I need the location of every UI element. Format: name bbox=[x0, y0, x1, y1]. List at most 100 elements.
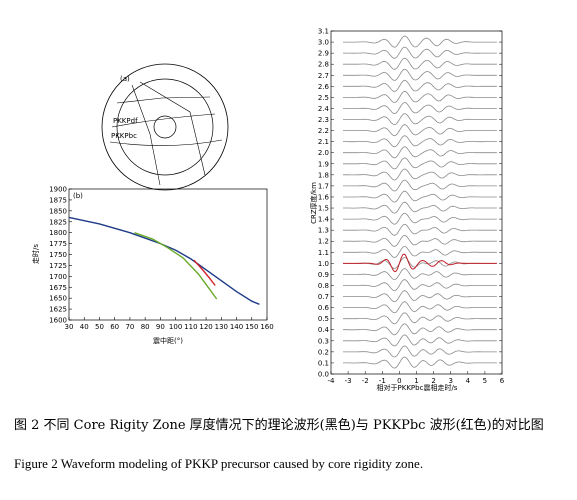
waveform-x-ticks: -4 -3 -2 -1 0 1 2 3 4 5 6 bbox=[328, 371, 505, 385]
ray-path-2 bbox=[139, 81, 206, 176]
y-tick-label: 1.4 bbox=[318, 216, 330, 224]
theoretical-waveform-trace bbox=[343, 135, 497, 148]
x-tick-label: 6 bbox=[500, 377, 505, 385]
y-tick-label: 1675 bbox=[49, 284, 67, 292]
panel-b-y-ticks: 1600 1625 1650 1675 1700 1725 1750 1775 1800 1825… bbox=[49, 186, 72, 325]
x-tick-label: 5 bbox=[483, 377, 487, 385]
y-tick-label: 2.3 bbox=[318, 116, 329, 124]
y-tick-label: 2.0 bbox=[318, 149, 329, 157]
outer-core-boundary-circle bbox=[116, 78, 214, 176]
waveform-x-axis-label: 相对于PKKPbc震相走时/s bbox=[377, 383, 458, 392]
x-tick-label: 90 bbox=[156, 323, 165, 331]
x-tick-label: 110 bbox=[184, 323, 197, 331]
x-tick-label: 50 bbox=[95, 323, 104, 331]
y-tick-label: 2.2 bbox=[318, 127, 329, 135]
inner-core-circle bbox=[153, 115, 177, 139]
y-tick-label: 0.2 bbox=[318, 348, 329, 356]
ray-label-pkkpdf: PKKPdf bbox=[113, 117, 138, 125]
x-tick-label: 1 bbox=[414, 377, 418, 385]
ray-label-pkkpbc: PKKPbc bbox=[111, 132, 137, 140]
panel-b-label: (b) bbox=[73, 192, 83, 200]
waveform-frame bbox=[330, 30, 503, 375]
theoretical-waveform-trace bbox=[343, 223, 497, 236]
panel-b-series bbox=[68, 216, 260, 305]
x-tick-label: -1 bbox=[379, 377, 386, 385]
theoretical-waveform-trace bbox=[343, 190, 497, 203]
ray-path-1 bbox=[131, 84, 161, 186]
x-tick-label: 30 bbox=[65, 323, 74, 331]
y-tick-label: 1.0 bbox=[318, 260, 329, 268]
y-tick-label: 2.9 bbox=[318, 50, 329, 58]
x-tick-label: -3 bbox=[345, 377, 352, 385]
theoretical-waveform-trace bbox=[343, 90, 497, 103]
y-tick-label: 1700 bbox=[49, 273, 67, 281]
theoretical-waveform-trace bbox=[343, 146, 497, 159]
y-tick-label: 0.3 bbox=[318, 337, 329, 345]
y-tick-label: 1.6 bbox=[318, 193, 330, 201]
y-tick-label: 2.6 bbox=[318, 83, 330, 91]
y-tick-label: 1.5 bbox=[318, 205, 329, 213]
theoretical-waveform-trace bbox=[343, 46, 497, 59]
x-tick-label: 120 bbox=[199, 323, 212, 331]
theoretical-waveform-trace bbox=[343, 301, 497, 314]
theoretical-waveform-trace bbox=[343, 279, 497, 292]
figure-caption-chinese: 图 2 不同 Core Rigity Zone 厚度情况下的理论波形(黑色)与 … bbox=[14, 418, 544, 433]
y-tick-label: 2.4 bbox=[318, 105, 330, 113]
theoretical-waveform-trace bbox=[343, 345, 497, 358]
y-tick-label: 1750 bbox=[49, 251, 67, 259]
y-tick-label: 0.0 bbox=[318, 371, 329, 379]
y-tick-label: 1.1 bbox=[318, 249, 329, 257]
waveform-y-axis-label: CRZ厚度/km bbox=[309, 182, 318, 224]
theoretical-waveform-trace bbox=[343, 179, 497, 192]
y-tick-label: 1.2 bbox=[318, 238, 329, 246]
theoretical-waveform-trace bbox=[343, 334, 497, 347]
theoretical-waveform-trace bbox=[343, 312, 497, 325]
theoretical-waveform-trace bbox=[343, 323, 497, 336]
theoretical-waveform-trace bbox=[343, 356, 497, 369]
waveform-stack-chart: 0.0 0.1 0.2 0.3 0.4 0.5 0.6 0.7 0.8 0.9 1.0 1.1 1.2 1… bbox=[309, 28, 505, 393]
y-tick-label: 2.8 bbox=[318, 61, 329, 69]
theoretical-waveform-trace bbox=[343, 168, 497, 181]
y-tick-label: 2.7 bbox=[318, 72, 329, 80]
y-tick-label: 0.8 bbox=[318, 282, 329, 290]
y-tick-label: 2.5 bbox=[318, 94, 329, 102]
y-tick-label: 0.5 bbox=[318, 315, 329, 323]
y-tick-label: 1600 bbox=[49, 317, 67, 325]
x-tick-label: -2 bbox=[362, 377, 369, 385]
y-tick-label: 1625 bbox=[49, 306, 67, 314]
y-tick-label: 1.7 bbox=[318, 182, 329, 190]
ray-path-pkkpdf bbox=[111, 113, 216, 128]
y-tick-label: 1.9 bbox=[318, 160, 329, 168]
x-tick-label: 80 bbox=[141, 323, 150, 331]
theoretical-waveform-trace bbox=[343, 124, 497, 137]
y-tick-label: 2.1 bbox=[318, 138, 329, 146]
theoretical-waveform-trace bbox=[343, 268, 497, 280]
x-tick-label: 100 bbox=[169, 323, 182, 331]
y-tick-label: 0.1 bbox=[318, 359, 329, 367]
theoretical-waveform-trace bbox=[343, 79, 497, 92]
travel-time-series-3 bbox=[193, 259, 216, 286]
panel-b-x-axis-label: 震中距(°) bbox=[153, 336, 183, 345]
theoretical-waveform-trace bbox=[343, 68, 497, 81]
x-tick-label: 2 bbox=[431, 377, 435, 385]
theoretical-waveform-trace bbox=[343, 57, 497, 70]
theoretical-waveform-trace bbox=[343, 234, 497, 247]
ray-path-3 bbox=[116, 96, 211, 104]
theoretical-waveform-trace bbox=[343, 246, 497, 258]
travel-time-series-2 bbox=[134, 232, 218, 300]
figure-caption-english: Figure 2 Waveform modeling of PKKP precu… bbox=[14, 456, 424, 471]
y-tick-label: 1725 bbox=[49, 262, 67, 270]
theoretical-waveform-trace bbox=[343, 102, 497, 115]
y-tick-label: 3.0 bbox=[318, 39, 329, 47]
x-tick-label: 160 bbox=[260, 323, 273, 331]
x-tick-label: 3 bbox=[448, 377, 452, 385]
x-tick-label: 130 bbox=[215, 323, 228, 331]
x-tick-label: 4 bbox=[466, 377, 471, 385]
x-tick-label: -4 bbox=[328, 377, 336, 385]
y-tick-label: 0.7 bbox=[318, 293, 329, 301]
panel-b-y-axis-label: 走时/s bbox=[31, 244, 40, 264]
y-tick-label: 1.8 bbox=[318, 171, 329, 179]
y-tick-label: 3.1 bbox=[318, 28, 329, 36]
x-tick-label: 70 bbox=[125, 323, 134, 331]
